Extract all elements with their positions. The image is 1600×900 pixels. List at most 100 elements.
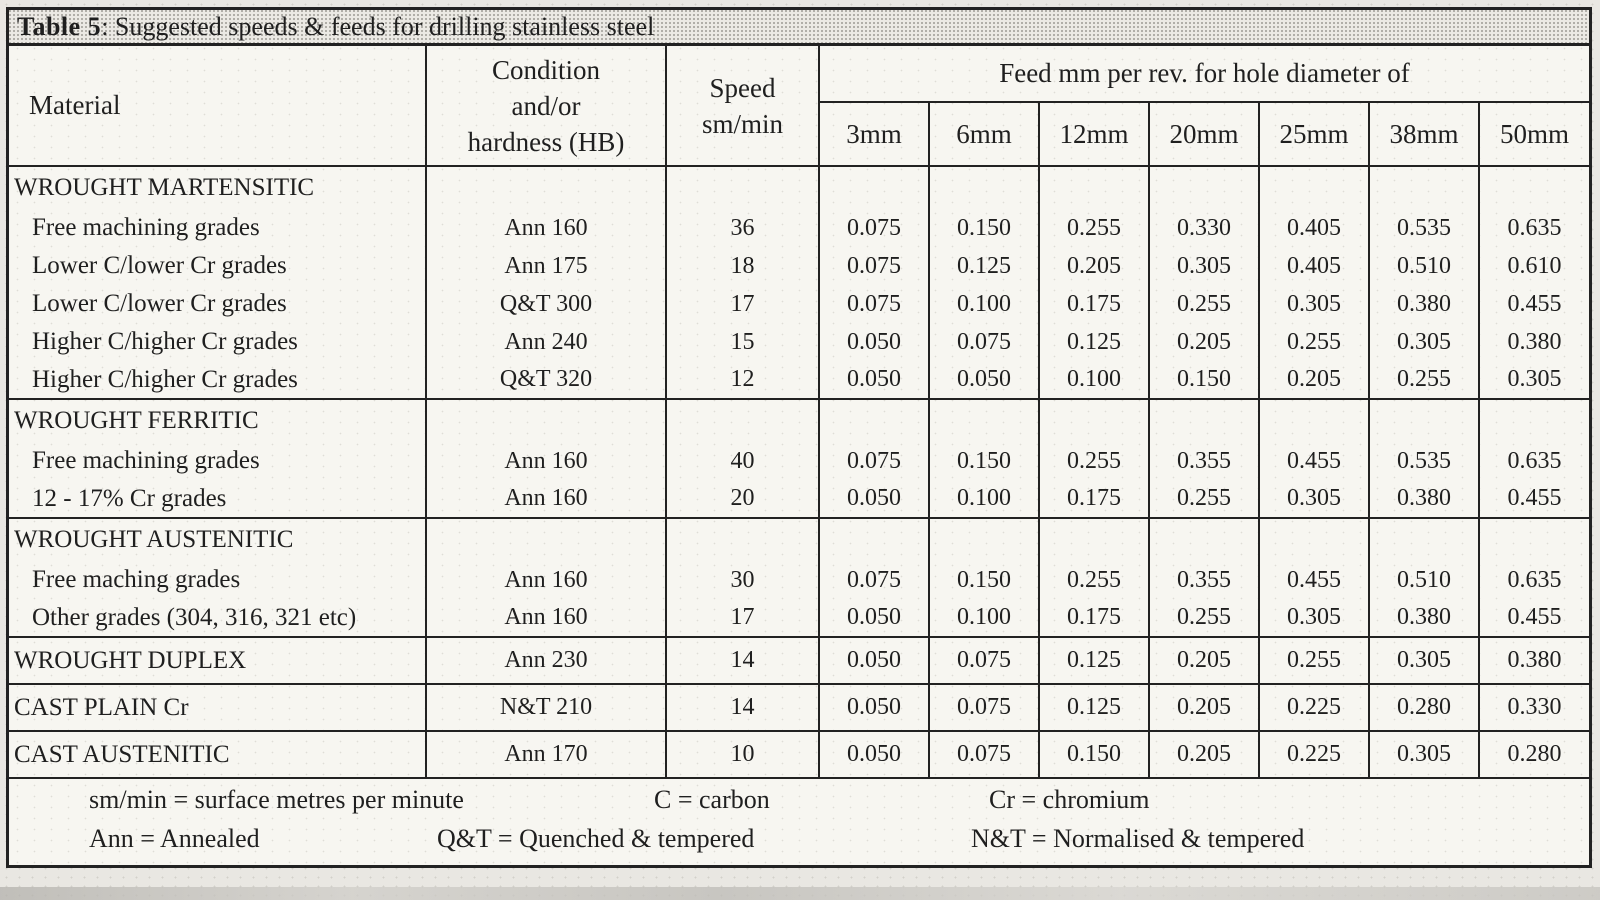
material-cell: Free maching grades	[9, 561, 427, 599]
header-diameter: 3mm	[818, 102, 930, 166]
condition-cell: Ann 160	[425, 561, 667, 599]
empty-cell	[1038, 399, 1150, 442]
header-condition-line: hardness (HB)	[467, 126, 625, 157]
empty-cell	[928, 399, 1040, 442]
feed-cell: 0.100	[928, 599, 1040, 637]
scan-artifact-band	[0, 887, 1600, 900]
feed-cell: 0.075	[818, 209, 930, 247]
feed-cell: 0.075	[818, 561, 930, 599]
header-speed: Speed sm/min	[665, 46, 820, 166]
feed-cell: 0.330	[1477, 684, 1590, 731]
legend-chromium: Cr = chromium	[989, 785, 1150, 814]
feed-cell: 0.635	[1477, 561, 1590, 599]
feed-cell: 0.305	[1368, 637, 1480, 684]
condition-cell: Ann 160	[425, 442, 667, 480]
section-label-cell: WROUGHT MARTENSITIC	[9, 166, 427, 209]
empty-cell	[818, 166, 930, 209]
header-material: Material	[9, 46, 427, 166]
condition-cell: Q&T 300	[425, 285, 667, 323]
header-condition-line: and/or	[511, 90, 581, 121]
feed-cell: 0.255	[1148, 599, 1260, 637]
feed-cell: 0.305	[1258, 285, 1370, 323]
table-row: Free machining grades Ann 160 36 0.075 0.150…	[9, 209, 1590, 247]
empty-cell	[1148, 399, 1260, 442]
feed-cell: 0.150	[928, 209, 1040, 247]
table-row: Free maching grades Ann 160 30 0.075 0.150 0.…	[9, 561, 1590, 599]
feed-cell: 0.175	[1038, 599, 1150, 637]
feed-cell: 0.455	[1477, 480, 1590, 518]
legend-quenched: Q&T = Quenched & tempered	[437, 824, 755, 853]
feed-cell: 0.100	[928, 285, 1040, 323]
feed-cell: 0.075	[928, 731, 1040, 778]
feed-cell: 0.535	[1368, 442, 1480, 480]
feed-cell: 0.355	[1148, 561, 1260, 599]
feed-cell: 0.635	[1477, 442, 1590, 480]
feed-cell: 0.075	[818, 285, 930, 323]
feed-cell: 0.255	[1368, 361, 1480, 399]
empty-cell	[425, 399, 667, 442]
header-row-diameters: 3mm 6mm 12mm 20mm 25mm 38mm 50mm	[9, 102, 1590, 166]
empty-cell	[1258, 166, 1370, 209]
material-cell: Other grades (304, 316, 321 etc)	[9, 599, 427, 637]
speed-cell: 30	[665, 561, 820, 599]
feed-cell: 0.075	[818, 442, 930, 480]
feed-cell: 0.610	[1477, 247, 1590, 285]
feed-cell: 0.205	[1038, 247, 1150, 285]
legend-cell: sm/min = surface metres per minute C = c…	[9, 777, 1590, 865]
condition-cell: Ann 175	[425, 247, 667, 285]
feed-cell: 0.050	[818, 480, 930, 518]
feed-cell: 0.050	[818, 637, 930, 684]
table-row: WROUGHT DUPLEX Ann 230 14 0.050 0.075 0.125 0.…	[9, 637, 1590, 684]
feed-cell: 0.075	[818, 247, 930, 285]
table-row: CAST AUSTENITIC Ann 170 10 0.050 0.075 0.150 0…	[9, 731, 1590, 778]
header-condition-line: Condition	[491, 54, 600, 85]
feed-cell: 0.050	[818, 731, 930, 778]
feed-cell: 0.255	[1148, 285, 1260, 323]
condition-cell: Ann 160	[425, 599, 667, 637]
feed-cell: 0.255	[1258, 637, 1370, 684]
material-cell: Free machining grades	[9, 442, 427, 480]
empty-cell	[425, 518, 667, 561]
material-cell: Lower C/lower Cr grades	[9, 285, 427, 323]
table-section: WROUGHT DUPLEX Ann 230 14 0.050 0.075 0.125 0.…	[9, 637, 1590, 684]
empty-cell	[1477, 399, 1590, 442]
feed-cell: 0.205	[1148, 323, 1260, 361]
material-cell: Lower C/lower Cr grades	[9, 247, 427, 285]
material-cell: 12 - 17% Cr grades	[9, 480, 427, 518]
speed-cell: 12	[665, 361, 820, 399]
legend-row: sm/min = surface metres per minute C = c…	[9, 777, 1590, 865]
table-row: Other grades (304, 316, 321 etc) Ann 160 1…	[9, 599, 1590, 637]
header-speed-line: sm/min	[701, 108, 783, 139]
feed-cell: 0.050	[818, 323, 930, 361]
feed-cell: 0.050	[818, 684, 930, 731]
legend: sm/min = surface metres per minute C = c…	[9, 780, 1589, 865]
feed-cell: 0.280	[1368, 684, 1480, 731]
feed-cell: 0.455	[1477, 285, 1590, 323]
feed-cell: 0.075	[928, 684, 1040, 731]
condition-cell: Ann 160	[425, 209, 667, 247]
section-label-cell: WROUGHT FERRITIC	[9, 399, 427, 442]
header-diameter: 20mm	[1148, 102, 1260, 166]
table-title: : Suggested speeds & feeds for drilling …	[101, 12, 655, 41]
header-diameter: 12mm	[1038, 102, 1150, 166]
feed-cell: 0.305	[1477, 361, 1590, 399]
table-row: CAST PLAIN Cr N&T 210 14 0.050 0.075 0.125 0.2…	[9, 684, 1590, 731]
feed-cell: 0.150	[928, 561, 1040, 599]
speed-cell: 18	[665, 247, 820, 285]
speed-cell: 14	[665, 684, 820, 731]
material-cell: CAST PLAIN Cr	[9, 684, 427, 731]
header-diameter: 25mm	[1258, 102, 1370, 166]
empty-cell	[1477, 166, 1590, 209]
feed-cell: 0.255	[1258, 323, 1370, 361]
feed-cell: 0.205	[1148, 731, 1260, 778]
feed-cell: 0.075	[928, 637, 1040, 684]
empty-cell	[665, 166, 820, 209]
condition-cell: Ann 230	[425, 637, 667, 684]
speed-cell: 40	[665, 442, 820, 480]
empty-cell	[1368, 166, 1480, 209]
feed-cell: 0.380	[1368, 285, 1480, 323]
feed-cell: 0.535	[1368, 209, 1480, 247]
condition-cell: Ann 170	[425, 731, 667, 778]
feed-cell: 0.255	[1038, 442, 1150, 480]
